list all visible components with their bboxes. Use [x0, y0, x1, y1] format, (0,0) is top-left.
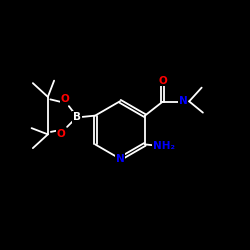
Text: N: N — [179, 96, 188, 106]
Text: O: O — [61, 94, 70, 104]
Text: B: B — [73, 112, 81, 122]
Text: N: N — [116, 154, 124, 164]
Text: NH₂: NH₂ — [153, 140, 175, 150]
Text: O: O — [158, 76, 167, 86]
Text: O: O — [57, 129, 66, 139]
